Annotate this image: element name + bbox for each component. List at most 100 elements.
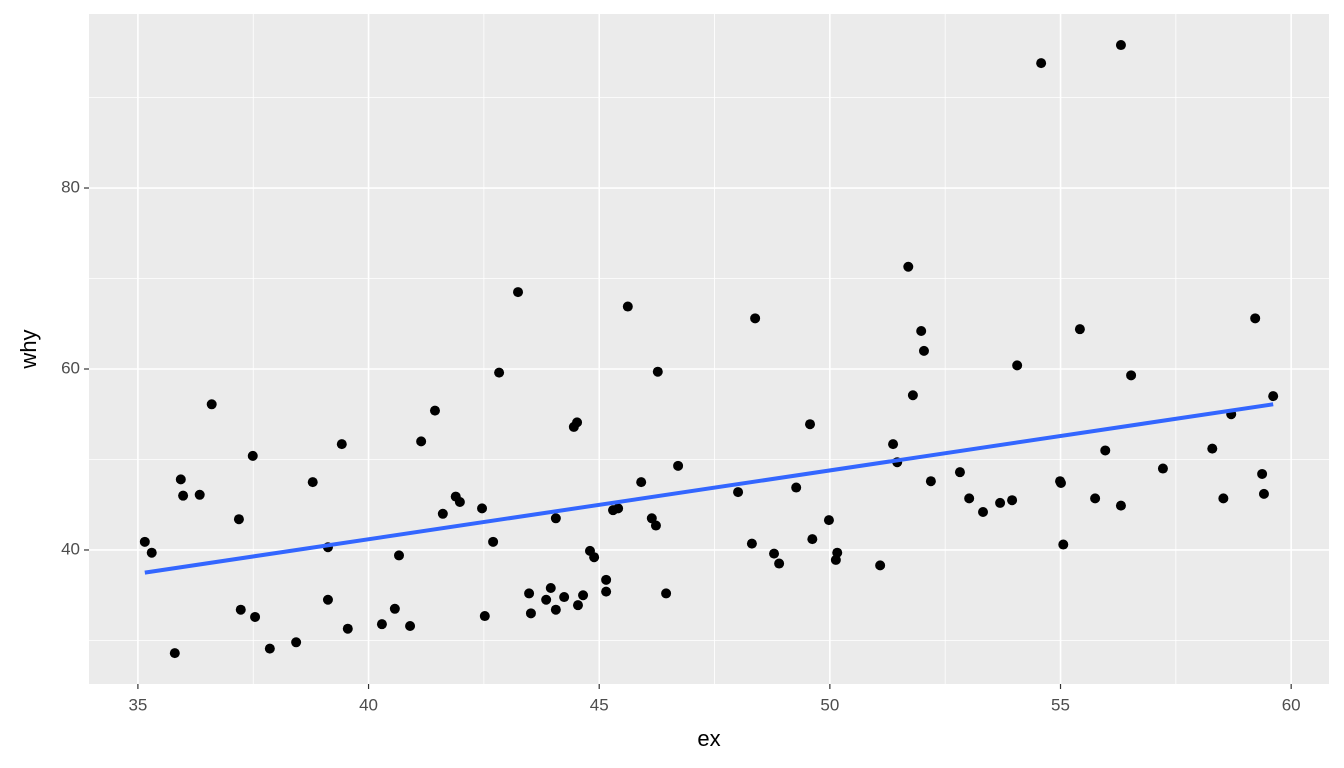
point xyxy=(559,592,570,603)
point xyxy=(1268,391,1279,402)
point xyxy=(525,608,536,619)
point xyxy=(791,482,802,493)
point xyxy=(661,588,672,599)
point xyxy=(1036,58,1047,69)
point xyxy=(601,586,612,597)
point xyxy=(805,419,816,430)
point xyxy=(888,439,899,450)
point xyxy=(233,514,244,525)
point xyxy=(250,611,261,622)
point xyxy=(1257,468,1268,479)
marks xyxy=(139,40,1279,659)
panel xyxy=(89,14,1329,684)
point xyxy=(494,367,505,378)
y-tick-label: 60 xyxy=(61,358,80,377)
point xyxy=(572,600,583,611)
point xyxy=(622,301,633,312)
point xyxy=(488,536,499,547)
point xyxy=(1207,443,1218,454)
point xyxy=(146,547,157,558)
point xyxy=(454,497,465,508)
point xyxy=(875,560,886,571)
y-axis-title: why xyxy=(16,329,41,369)
point xyxy=(336,439,347,450)
point xyxy=(389,603,400,614)
point xyxy=(194,489,205,500)
point xyxy=(541,594,552,605)
point xyxy=(1157,463,1168,474)
point xyxy=(650,520,661,531)
point xyxy=(437,508,448,519)
point xyxy=(774,558,785,569)
point xyxy=(342,623,353,634)
point xyxy=(550,604,561,615)
point xyxy=(916,325,927,336)
point xyxy=(1058,539,1069,550)
point xyxy=(1250,313,1261,324)
point xyxy=(823,515,834,526)
x-tick-label: 60 xyxy=(1282,695,1301,714)
point xyxy=(550,513,561,524)
point xyxy=(746,538,757,549)
x-tick-label: 45 xyxy=(590,695,609,714)
point xyxy=(636,477,647,488)
point xyxy=(1115,500,1126,511)
point xyxy=(429,405,440,416)
point xyxy=(807,534,818,545)
point xyxy=(589,552,600,563)
x-tick-label: 35 xyxy=(128,695,147,714)
point xyxy=(646,513,657,524)
point xyxy=(903,261,914,272)
point xyxy=(169,648,180,659)
point xyxy=(139,536,150,547)
point xyxy=(1126,370,1137,381)
point xyxy=(206,399,217,410)
point xyxy=(907,390,918,401)
point xyxy=(376,619,387,630)
point xyxy=(524,588,535,599)
y-tick-label: 40 xyxy=(61,539,80,558)
point xyxy=(613,503,624,514)
x-axis-title: ex xyxy=(697,726,720,751)
point xyxy=(405,620,416,631)
point xyxy=(178,490,189,501)
point xyxy=(652,366,663,377)
point xyxy=(925,476,936,487)
x-tick-label: 55 xyxy=(1051,695,1070,714)
point xyxy=(247,450,258,461)
point xyxy=(733,487,744,498)
point xyxy=(235,604,246,615)
point xyxy=(830,554,841,565)
point xyxy=(545,582,556,593)
point xyxy=(954,467,965,478)
point xyxy=(673,460,684,471)
point xyxy=(1007,495,1018,506)
point xyxy=(291,637,302,648)
point xyxy=(978,506,989,517)
x-tick-label: 40 xyxy=(359,695,378,714)
point xyxy=(1074,324,1085,335)
point xyxy=(995,497,1006,508)
point xyxy=(964,493,975,504)
point xyxy=(1115,40,1126,51)
point xyxy=(264,643,275,654)
point xyxy=(175,474,186,485)
point xyxy=(479,611,490,622)
point xyxy=(1012,360,1023,371)
point xyxy=(416,436,427,447)
y-tick-label: 80 xyxy=(61,177,80,196)
point xyxy=(1258,488,1269,499)
point xyxy=(769,548,780,559)
point xyxy=(601,574,612,585)
x-tick-label: 50 xyxy=(820,695,839,714)
point xyxy=(578,590,589,601)
point xyxy=(477,503,488,514)
point xyxy=(572,417,583,428)
trend-line xyxy=(144,402,1274,575)
point xyxy=(394,550,404,561)
point xyxy=(307,477,318,488)
point xyxy=(1218,493,1229,504)
point xyxy=(918,345,929,356)
point xyxy=(1055,478,1066,489)
